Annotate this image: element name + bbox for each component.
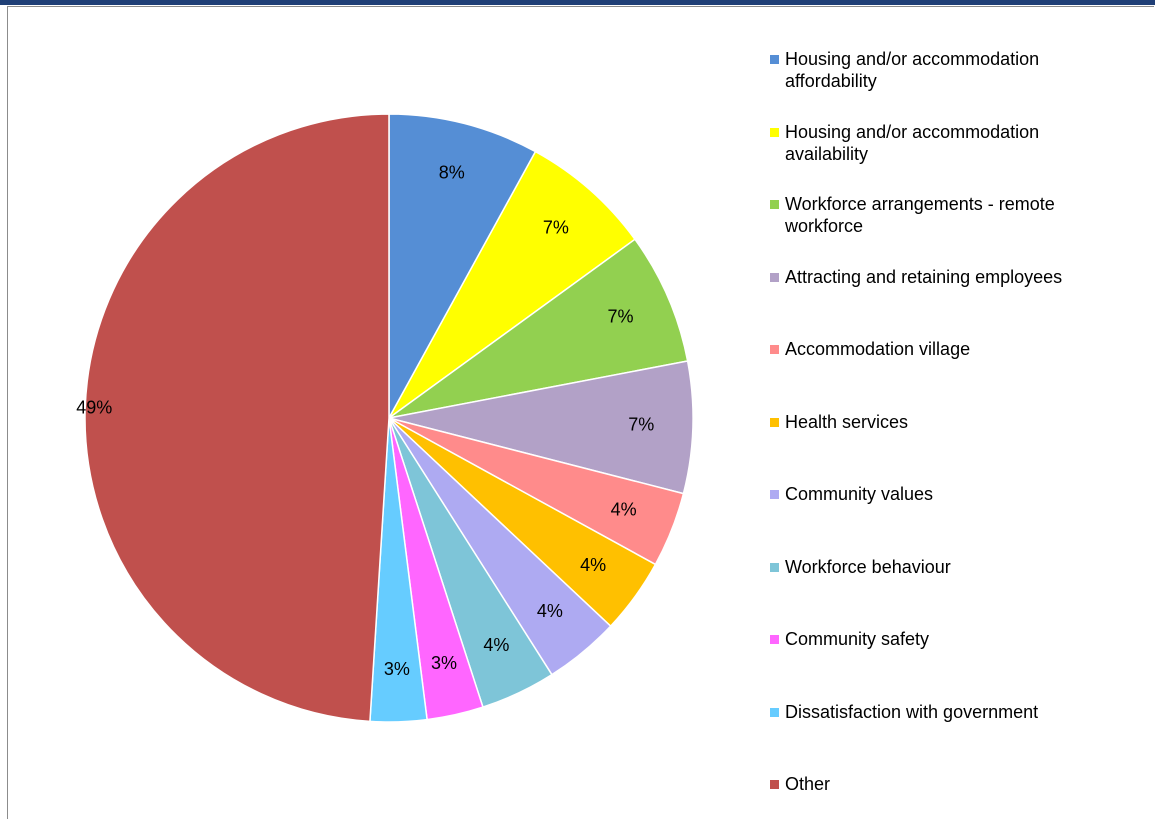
legend-label-10: Dissatisfaction with government bbox=[785, 701, 1039, 722]
slice-value-label-11: 49% bbox=[76, 397, 112, 417]
slice-value-label-2: 7% bbox=[543, 217, 569, 237]
legend-swatch-7 bbox=[770, 490, 779, 499]
legend-item-7: Community values bbox=[770, 483, 1150, 505]
legend-item-5: Accommodation village bbox=[770, 338, 1150, 360]
legend-item-8: Workforce behaviour bbox=[770, 556, 1150, 578]
pie-slice-4 bbox=[388, 360, 694, 495]
legend-swatch-11 bbox=[770, 780, 779, 789]
slice-value-label-8: 4% bbox=[483, 635, 509, 655]
legend-item-4: Attracting and retaining employees bbox=[770, 266, 1150, 288]
legend-swatch-10 bbox=[770, 707, 779, 717]
legend-label-11: Other bbox=[785, 774, 831, 794]
slice-value-label-10: 3% bbox=[384, 659, 410, 679]
legend-item-9: Community safety bbox=[770, 628, 1150, 650]
legend-swatch-2 bbox=[770, 127, 779, 137]
pie-slice-3 bbox=[388, 238, 689, 419]
pie-slice-1 bbox=[388, 113, 537, 419]
legend-item-6: Health services bbox=[770, 411, 1150, 433]
legend-label-2: Housing and/or accommodation availabilit… bbox=[785, 121, 1040, 164]
legend-label-4: Attracting and retaining employees bbox=[785, 266, 1063, 287]
legend-label-9: Community safety bbox=[785, 629, 930, 649]
legend-item-2: Housing and/or accommodation availabilit… bbox=[770, 121, 1150, 165]
legend-label-6: Health services bbox=[785, 411, 909, 432]
legend-swatch-6 bbox=[770, 417, 779, 427]
legend-label-5: Accommodation village bbox=[785, 339, 971, 359]
slice-value-label-1: 8% bbox=[439, 162, 465, 182]
legend-label-1: Housing and/or accommodation affordabili… bbox=[785, 49, 1040, 91]
slice-value-label-7: 4% bbox=[537, 601, 563, 621]
pie-chart: 8% 7% 7% 7% 4% 4% 4% 4% 3% 3% 49% bbox=[76, 113, 694, 723]
legend-label-3: Workforce arrangements - remote workforc… bbox=[785, 194, 1055, 236]
pie-slice-11 bbox=[84, 113, 390, 723]
slice-value-label-5: 4% bbox=[611, 500, 637, 520]
pie-slice-2 bbox=[388, 150, 636, 419]
legend-item-11: Other bbox=[770, 773, 1150, 795]
legend-item-10: Dissatisfaction with government bbox=[770, 701, 1150, 723]
legend-label-8: Workforce behaviour bbox=[785, 556, 951, 577]
legend-swatch-3 bbox=[770, 200, 779, 209]
slice-value-label-3: 7% bbox=[608, 307, 634, 327]
slice-value-label-6: 4% bbox=[580, 555, 606, 575]
legend-label-7: Community values bbox=[785, 484, 934, 504]
legend-swatch-4 bbox=[770, 272, 779, 282]
legend-swatch-5 bbox=[770, 345, 779, 354]
top-bar bbox=[0, 0, 1155, 5]
legend-swatch-9 bbox=[770, 635, 779, 644]
legend-swatch-1 bbox=[770, 55, 779, 64]
slice-value-label-9: 3% bbox=[431, 653, 457, 673]
legend-item-3: Workforce arrangements - remote workforc… bbox=[770, 193, 1150, 237]
legend-item-1: Housing and/or accommodation affordabili… bbox=[770, 48, 1150, 92]
slice-value-label-4: 7% bbox=[628, 415, 654, 435]
legend-swatch-8 bbox=[770, 562, 779, 572]
